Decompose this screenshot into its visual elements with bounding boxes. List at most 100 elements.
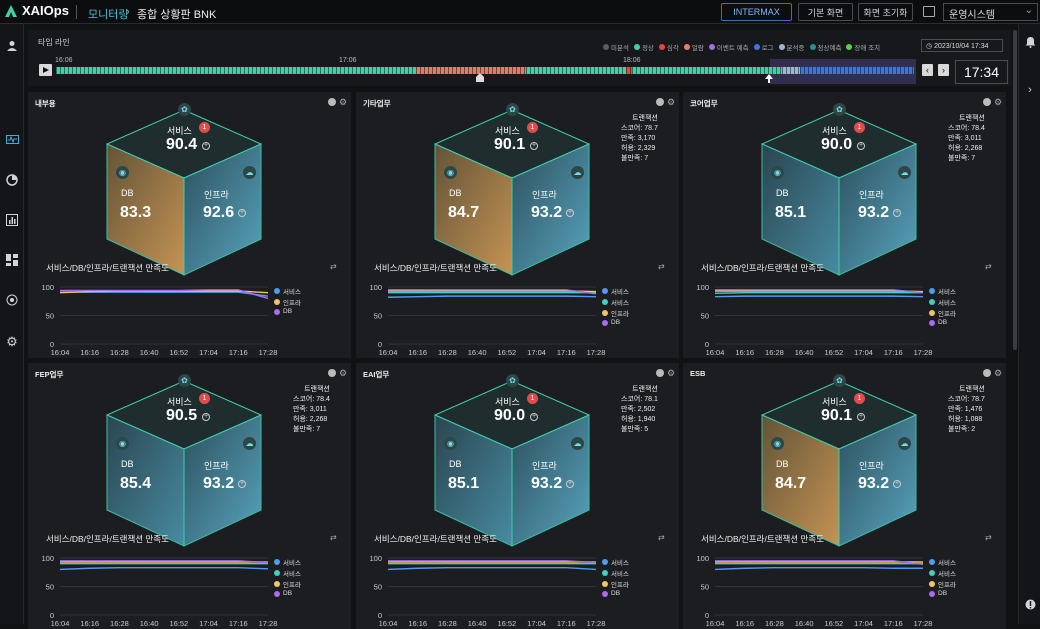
series-line-0[interactable]	[714, 295, 924, 298]
alert-badge[interactable]: 1	[527, 393, 538, 404]
plus-icon[interactable]: +	[238, 209, 246, 217]
system-select[interactable]: 운영시스템 ⌄	[943, 3, 1038, 21]
cube-infra-face[interactable]	[838, 143, 917, 276]
chart-legend-item[interactable]: 인프라	[602, 579, 629, 589]
cube-infra-face[interactable]	[511, 414, 590, 547]
chart-legend-item[interactable]: 인프라	[929, 308, 956, 318]
series-line-0[interactable]	[387, 295, 597, 298]
play-button[interactable]	[39, 64, 52, 76]
chart-legend-item[interactable]: DB	[274, 590, 292, 597]
series-line-3[interactable]	[715, 560, 924, 565]
series-line-0[interactable]	[714, 566, 923, 571]
plus-icon[interactable]: +	[893, 209, 901, 217]
chart-legend-item[interactable]: 서비스	[602, 297, 629, 307]
plus-icon[interactable]: +	[566, 209, 574, 217]
chart-legend-item[interactable]: 인프라	[929, 579, 956, 589]
plus-icon[interactable]: +	[202, 413, 210, 421]
alert-badge[interactable]: 1	[199, 393, 210, 404]
info-icon[interactable]	[983, 369, 991, 377]
user-icon[interactable]	[4, 40, 20, 56]
chart-legend-item[interactable]: 서비스	[929, 568, 956, 578]
swap-icon[interactable]: ⇄	[658, 533, 665, 542]
chart-legend-item[interactable]: 서비스	[274, 286, 301, 296]
chart-legend-item[interactable]: 인프라	[274, 297, 301, 307]
timeline-track[interactable]	[56, 67, 914, 74]
series-line-0[interactable]	[387, 566, 597, 571]
cube-infra-face[interactable]	[183, 414, 262, 547]
alert-badge[interactable]: 1	[854, 122, 865, 133]
gear-icon[interactable]: ⚙	[667, 368, 676, 378]
plus-icon[interactable]: +	[238, 480, 246, 488]
alert-badge[interactable]: 1	[527, 122, 538, 133]
breadcrumb-monitoring[interactable]: 모니터링	[88, 9, 129, 21]
series-line-3[interactable]	[715, 289, 924, 294]
timeline-prev-button[interactable]: ‹	[922, 64, 933, 76]
info-icon[interactable]	[656, 369, 664, 377]
series-line-3[interactable]	[60, 560, 269, 564]
cube-infra-face[interactable]	[511, 143, 590, 276]
info-icon[interactable]	[1022, 598, 1038, 614]
info-icon[interactable]	[983, 98, 991, 106]
chart-legend-item[interactable]: 서비스	[274, 557, 301, 567]
chart-legend-item[interactable]: DB	[929, 319, 947, 326]
gear-icon[interactable]: ⚙	[667, 97, 676, 107]
plus-icon[interactable]: +	[530, 142, 538, 150]
swap-icon[interactable]: ⇄	[985, 533, 992, 542]
chart-legend-item[interactable]: 서비스	[929, 286, 956, 296]
default-view-button[interactable]: 기본 화면	[798, 3, 853, 21]
chart-legend-item[interactable]: 인프라	[602, 308, 629, 318]
chart-legend-item[interactable]: DB	[274, 308, 292, 315]
gear-icon[interactable]: ⚙	[339, 97, 348, 107]
chart-legend-item[interactable]: 서비스	[929, 297, 956, 307]
cube-infra-face[interactable]	[183, 143, 262, 276]
chart-legend-item[interactable]: DB	[929, 590, 947, 597]
series-line-2[interactable]	[60, 289, 269, 300]
bell-icon[interactable]	[1022, 36, 1038, 52]
timeline-next-button[interactable]: ›	[938, 64, 949, 76]
plus-icon[interactable]: +	[566, 480, 574, 488]
swap-icon[interactable]: ⇄	[330, 262, 337, 271]
swap-icon[interactable]: ⇄	[985, 262, 992, 271]
pie-chart-icon[interactable]	[4, 174, 20, 190]
info-icon[interactable]	[328, 98, 336, 106]
alert-badge[interactable]: 1	[199, 122, 210, 133]
bar-chart-icon[interactable]	[4, 214, 20, 230]
scrollbar[interactable]	[1013, 30, 1017, 350]
dashboard-icon[interactable]	[4, 254, 20, 270]
monitor-icon[interactable]	[4, 134, 20, 150]
plus-icon[interactable]: +	[857, 413, 865, 421]
timeline-handle-icon[interactable]	[476, 73, 484, 82]
chart-legend-item[interactable]: 서비스	[602, 557, 629, 567]
series-line-3[interactable]	[388, 560, 597, 564]
chart-legend-item[interactable]: DB	[602, 590, 620, 597]
info-icon[interactable]	[656, 98, 664, 106]
reset-view-button[interactable]: 화면 초기화	[858, 3, 913, 21]
date-picker[interactable]: ◷ 2023/10/04 17:34	[921, 39, 1003, 52]
chart-legend-item[interactable]: 서비스	[929, 557, 956, 567]
chart-legend-item[interactable]: 서비스	[274, 568, 301, 578]
gear-icon[interactable]: ⚙	[994, 97, 1003, 107]
gear-icon[interactable]: ⚙	[994, 368, 1003, 378]
intermax-button[interactable]: INTERMAX	[721, 3, 792, 21]
chart-legend-item[interactable]: 인프라	[274, 579, 301, 589]
series-line-0[interactable]	[59, 566, 269, 571]
plus-icon[interactable]: +	[202, 142, 210, 150]
swap-icon[interactable]: ⇄	[658, 262, 665, 271]
series-line-2[interactable]	[388, 290, 597, 293]
chevron-right-icon[interactable]: ›	[1028, 84, 1032, 96]
network-icon[interactable]	[4, 294, 20, 310]
series-line-2[interactable]	[715, 290, 924, 293]
chart-legend-item[interactable]: 서비스	[602, 568, 629, 578]
chart-legend-item[interactable]: DB	[602, 319, 620, 326]
series-line-0[interactable]	[60, 291, 269, 297]
plus-icon[interactable]: +	[530, 413, 538, 421]
chart-legend-item[interactable]: 서비스	[602, 286, 629, 296]
timeline-cursor-icon[interactable]	[765, 74, 773, 83]
series-line-3[interactable]	[388, 289, 597, 295]
plus-icon[interactable]: +	[893, 480, 901, 488]
gear-icon[interactable]: ⚙	[339, 368, 348, 378]
info-icon[interactable]	[328, 369, 336, 377]
gear-icon[interactable]: ⚙	[6, 334, 18, 349]
swap-icon[interactable]: ⇄	[330, 533, 337, 542]
series-line-1[interactable]	[714, 292, 923, 294]
